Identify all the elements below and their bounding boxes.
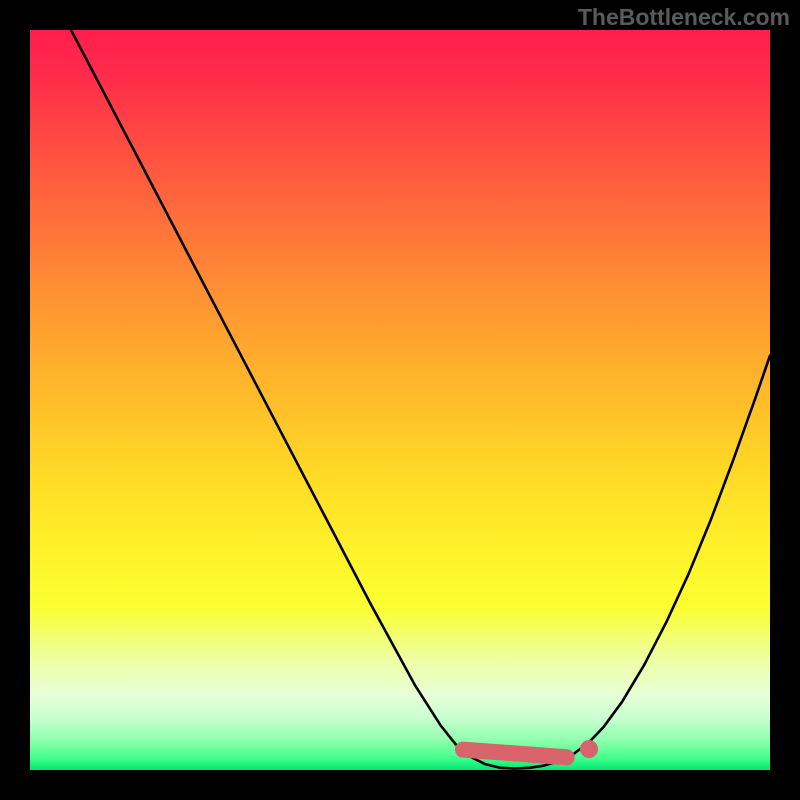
- sweet-spot-dot: [580, 740, 598, 758]
- chart-frame: TheBottleneck.com: [0, 0, 800, 800]
- watermark-text: TheBottleneck.com: [578, 4, 790, 31]
- plot-area: [30, 30, 770, 770]
- bottleneck-curve: [30, 30, 770, 770]
